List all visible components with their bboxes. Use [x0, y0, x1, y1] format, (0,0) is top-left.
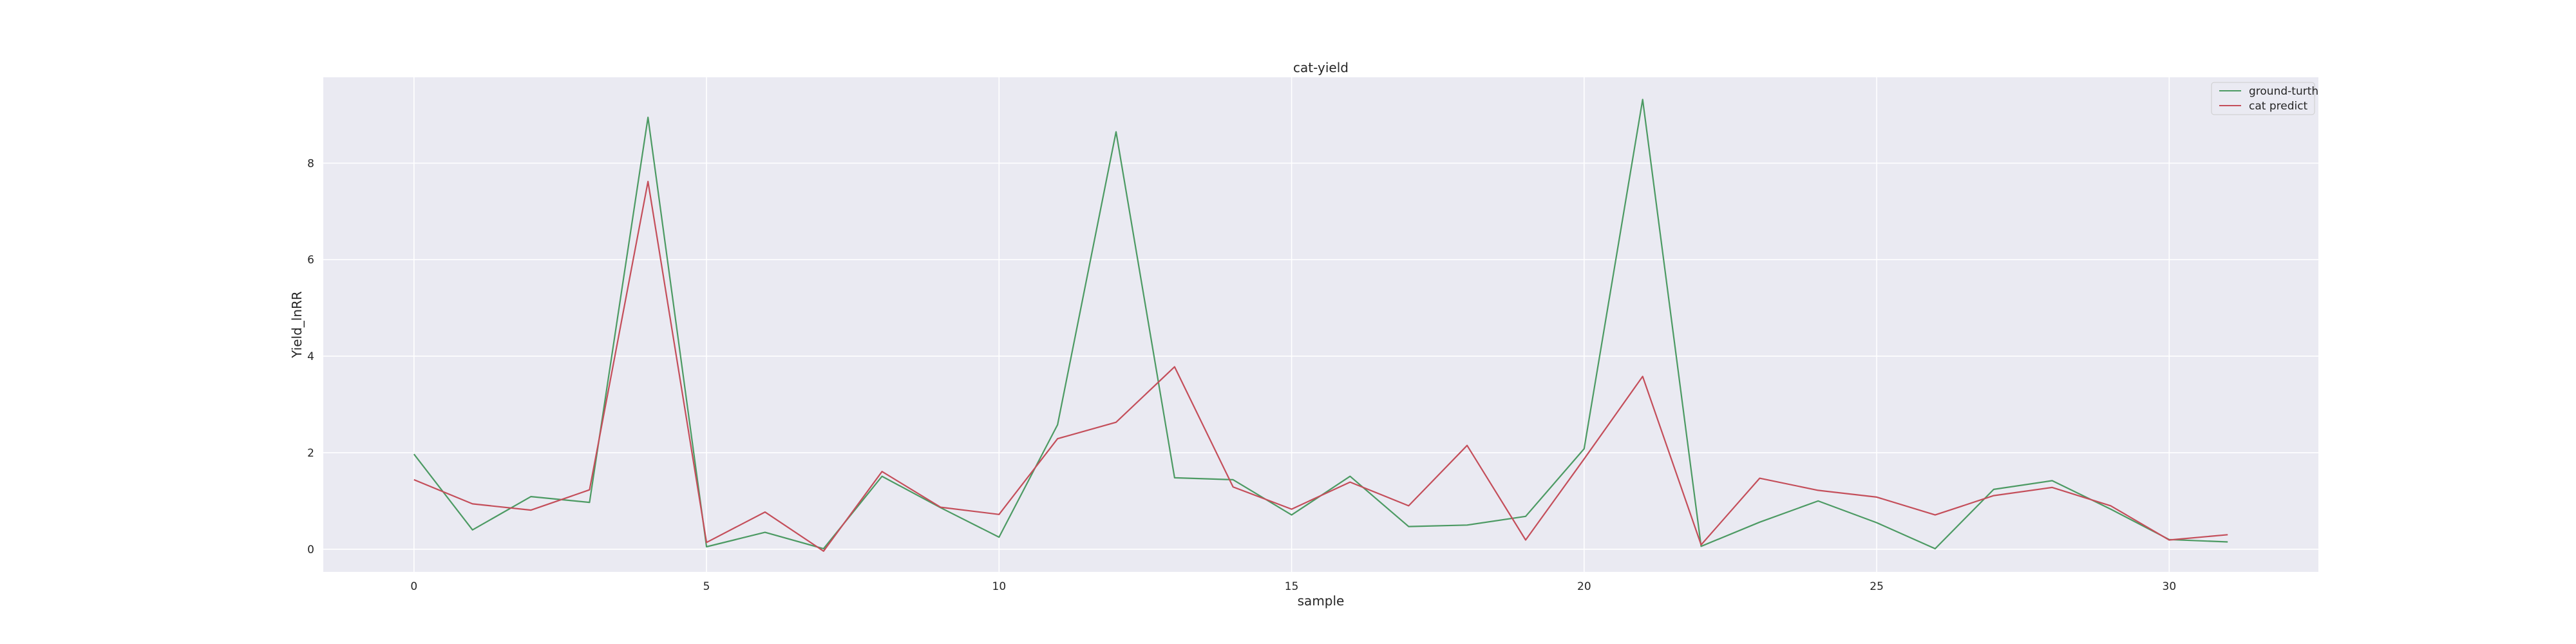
x-tick-label-10: 10 — [992, 580, 1007, 593]
y-tick-label-2: 2 — [307, 447, 314, 460]
legend: ground-turth cat predict — [2211, 82, 2318, 115]
x-tick-label-15: 15 — [1285, 580, 1299, 593]
series-line-cat-predict — [413, 180, 2228, 552]
x-tick-label-30: 30 — [2163, 580, 2177, 593]
x-tick-labels: 0 5 10 15 20 25 30 — [410, 580, 2176, 593]
x-axis-label: sample — [1298, 593, 1345, 609]
grid-lines — [323, 77, 2318, 572]
y-tick-labels: 0 2 4 6 8 — [307, 157, 314, 556]
legend-label-cat-predict: cat predict — [2249, 100, 2308, 113]
y-axis-label: Yield_lnRR — [289, 291, 305, 359]
y-tick-label-4: 4 — [307, 350, 314, 363]
plot-background — [323, 77, 2318, 572]
legend-label-ground-turth: ground-turth — [2249, 85, 2318, 98]
x-tick-label-25: 25 — [1870, 580, 1884, 593]
x-tick-label-20: 20 — [1577, 580, 1591, 593]
x-tick-label-5: 5 — [703, 580, 710, 593]
y-tick-label-6: 6 — [307, 254, 314, 267]
x-tick-label-0: 0 — [410, 580, 417, 593]
y-tick-label-8: 8 — [307, 157, 314, 170]
series-layer — [413, 99, 2228, 552]
y-tick-label-0: 0 — [307, 544, 314, 556]
chart-title: cat-yield — [1293, 60, 1349, 75]
